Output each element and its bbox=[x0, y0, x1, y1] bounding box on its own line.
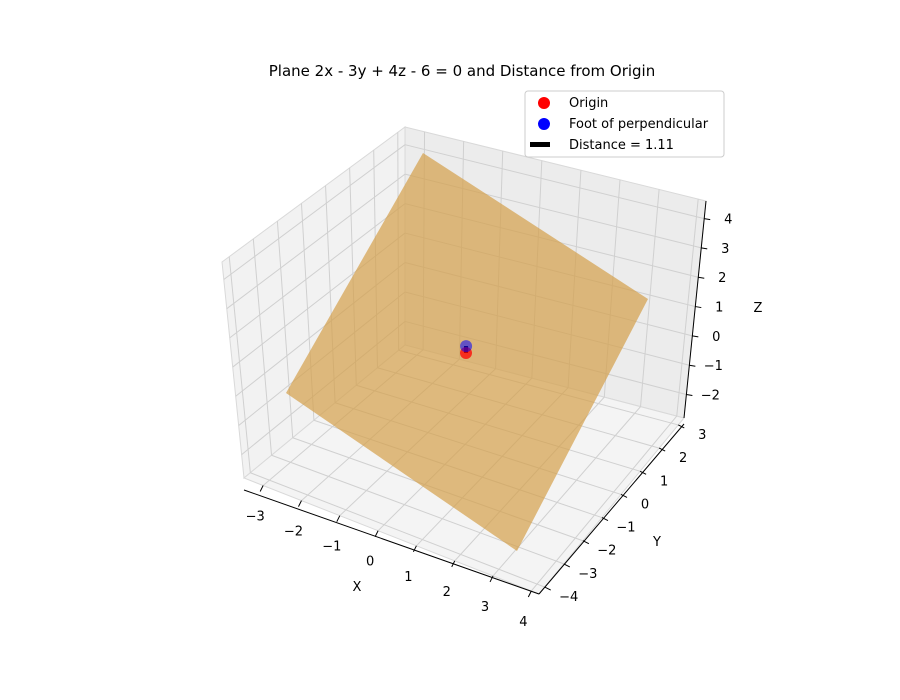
legend-marker-origin bbox=[538, 97, 550, 109]
x-tick-mark bbox=[451, 560, 456, 568]
legend-marker-distance bbox=[530, 142, 550, 147]
x-tick-mark bbox=[336, 515, 341, 522]
z-tick-mark bbox=[695, 306, 702, 309]
z-gridline-right bbox=[404, 144, 705, 220]
x-tick-label: 1 bbox=[404, 570, 412, 585]
z-tick-label: −2 bbox=[701, 389, 720, 404]
x-gridline-wall bbox=[676, 199, 699, 417]
x-tick-label: −2 bbox=[284, 525, 303, 540]
point-foot-of-perpendicular bbox=[460, 340, 473, 353]
axis-lines bbox=[243, 200, 707, 595]
z-tick-label: 2 bbox=[718, 271, 726, 286]
z-tick-label: 4 bbox=[724, 213, 732, 228]
x-tick-mark bbox=[259, 485, 264, 492]
z-gridline-left bbox=[229, 203, 406, 339]
legend: Origin Foot of perpendicular Distance = … bbox=[524, 90, 725, 158]
y-tick-label: −3 bbox=[578, 567, 597, 582]
chart-title: Plane 2x - 3y + 4z - 6 = 0 and Distance … bbox=[269, 62, 655, 80]
legend-label-origin: Origin bbox=[569, 96, 608, 111]
z-tick-mark bbox=[692, 335, 699, 338]
z-tick-mark bbox=[686, 394, 693, 397]
x-tick-label: 2 bbox=[443, 585, 451, 600]
z-gridline-left bbox=[223, 144, 406, 280]
y-tick-mark bbox=[620, 493, 628, 498]
y-axis-label: Y bbox=[652, 535, 661, 550]
y-gridline-wall bbox=[228, 256, 251, 473]
x-tick-mark bbox=[527, 590, 532, 598]
z-tick-label: 1 bbox=[715, 301, 723, 316]
x-tick-label: 0 bbox=[366, 555, 374, 570]
y-tick-label: 1 bbox=[660, 474, 668, 489]
points-group bbox=[460, 340, 473, 359]
z-tick-label: −1 bbox=[704, 359, 723, 374]
y-tick-mark bbox=[678, 424, 685, 429]
y-gridline-floor bbox=[250, 472, 545, 588]
y-tick-label: 2 bbox=[679, 451, 687, 466]
y-gridline-wall bbox=[276, 221, 294, 438]
y-tick-label: 0 bbox=[641, 497, 649, 512]
y-tick-mark bbox=[601, 517, 609, 522]
x-gridline-floor bbox=[530, 415, 678, 592]
y-tick-mark bbox=[582, 540, 590, 545]
z-tick-label: 0 bbox=[712, 330, 720, 345]
z-tick-mark bbox=[704, 218, 711, 221]
y-tick-label: 3 bbox=[698, 428, 706, 443]
legend-marker-foot bbox=[538, 118, 550, 130]
y-tick-mark bbox=[639, 470, 647, 475]
z-tick-label: 3 bbox=[721, 242, 729, 257]
z-axis-label: Z bbox=[754, 301, 763, 316]
x-tick-mark bbox=[489, 575, 494, 583]
x-tick-label: −3 bbox=[246, 510, 265, 525]
z-tick-mark bbox=[689, 364, 696, 367]
y-tick-label: −2 bbox=[597, 544, 616, 559]
x-tick-mark bbox=[298, 500, 302, 507]
x-tick-mark bbox=[374, 530, 379, 537]
z-tick-mark bbox=[698, 276, 705, 279]
x-tick-mark bbox=[412, 545, 417, 553]
y-tick-mark bbox=[563, 563, 571, 568]
legend-frame bbox=[524, 90, 725, 158]
x-axis-label: X bbox=[353, 580, 362, 595]
x-tick-label: 4 bbox=[519, 615, 527, 630]
x-tick-label: −1 bbox=[322, 540, 341, 555]
y-tick-label: −4 bbox=[559, 590, 578, 605]
y-tick-mark bbox=[658, 447, 666, 452]
x-tick-label: 3 bbox=[481, 600, 489, 615]
z-tick-mark bbox=[701, 247, 708, 250]
y-tick-mark bbox=[544, 586, 551, 591]
x-gridline-wall bbox=[640, 189, 660, 407]
legend-label-foot: Foot of perpendicular bbox=[569, 117, 709, 132]
y-gridline-wall bbox=[252, 238, 273, 456]
z-gridline-left bbox=[226, 173, 406, 310]
y-tick-label: −1 bbox=[616, 521, 635, 536]
legend-label-distance: Distance = 1.11 bbox=[569, 138, 674, 153]
